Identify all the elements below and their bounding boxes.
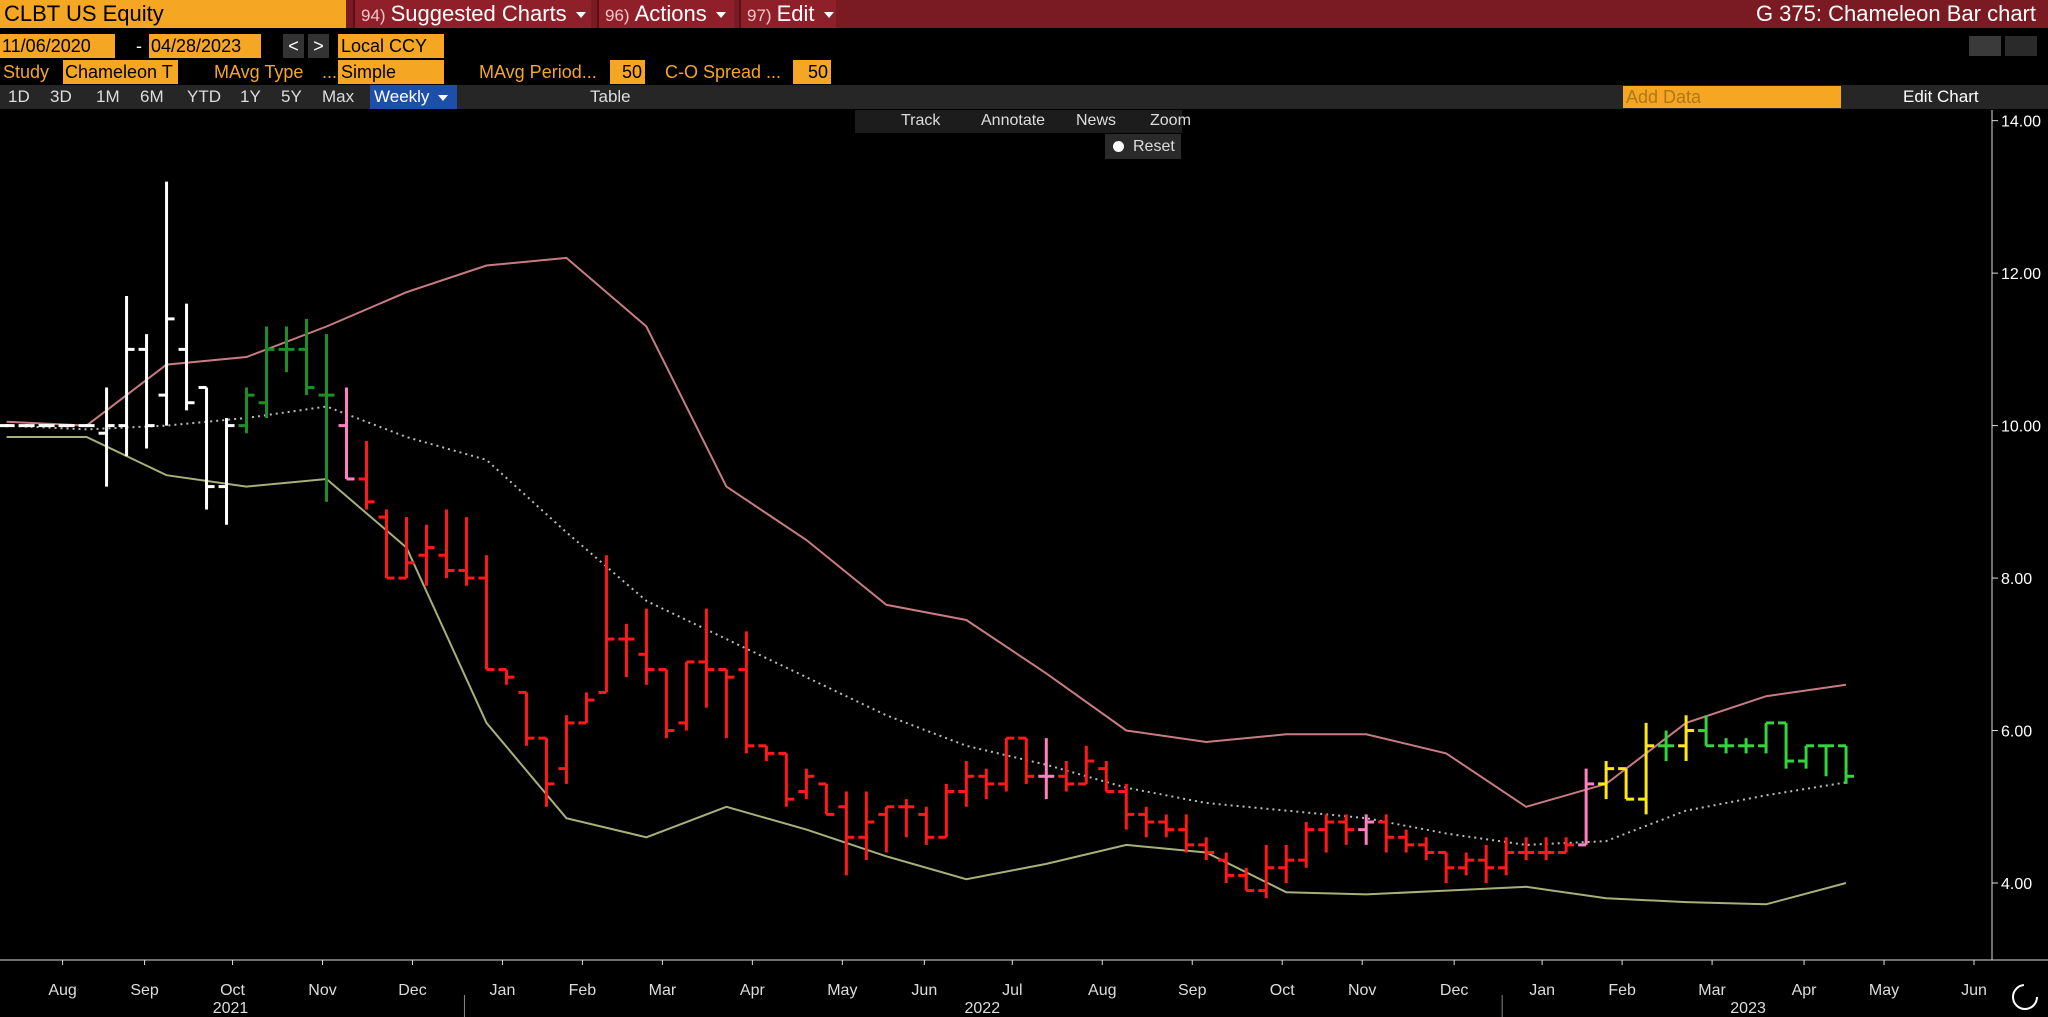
- reset-icon: [1113, 141, 1124, 152]
- frequency-button[interactable]: Weekly: [370, 85, 457, 109]
- menu-button[interactable]: 97) Edit: [739, 0, 836, 28]
- x-tick-label: Mar: [649, 982, 677, 999]
- study-label: Study: [3, 62, 50, 82]
- range-button[interactable]: 3D: [50, 87, 72, 106]
- menu-button[interactable]: 96) Actions: [597, 0, 734, 28]
- menu-label: Actions: [634, 1, 707, 26]
- menu-label: Edit: [776, 1, 815, 26]
- x-tick-label: Oct: [1270, 982, 1295, 999]
- refresh-icon: [2012, 984, 2038, 1010]
- mavg-type-label: MAvg Type: [214, 62, 304, 82]
- currency-field[interactable]: Local CCY: [338, 34, 444, 58]
- x-tick-label: Apr: [1792, 982, 1818, 999]
- mavg-type-more: ...: [322, 62, 338, 82]
- start-date[interactable]: 11/06/2020: [0, 34, 115, 58]
- x-tick-label: Dec: [1440, 982, 1468, 999]
- x-tick-label: Jun: [911, 982, 937, 999]
- menu-number: 97): [747, 6, 772, 25]
- band-line: [6, 405, 1847, 846]
- year-label: 2021: [213, 1000, 249, 1017]
- mavg-period-label: MAvg Period...: [479, 62, 597, 82]
- menu-label: Suggested Charts: [390, 1, 567, 26]
- y-tick-label: 12.00: [2001, 266, 2041, 283]
- mavg-period-field[interactable]: 50: [610, 60, 645, 84]
- range-button[interactable]: YTD: [187, 87, 221, 106]
- x-tick-label: Feb: [569, 982, 597, 999]
- range-button[interactable]: 6M: [140, 87, 164, 106]
- x-tick-label: May: [1869, 982, 1899, 999]
- x-tick-label: Jan: [1529, 982, 1555, 999]
- chart-tool[interactable]: News: [1076, 112, 1117, 129]
- y-tick-label: 10.00: [2001, 419, 2041, 436]
- x-tick-label: Sep: [130, 982, 159, 999]
- redo-button: [2005, 36, 2037, 56]
- spread-label: C-O Spread ...: [665, 62, 782, 82]
- y-tick-label: 4.00: [2001, 876, 2032, 893]
- x-tick-label: Feb: [1608, 982, 1636, 999]
- year-label: 2022: [965, 1000, 1001, 1017]
- chart-tool[interactable]: Annotate: [981, 112, 1046, 129]
- menu-number: 94): [361, 6, 386, 25]
- x-tick-label: May: [827, 982, 857, 999]
- ticker-field[interactable]: CLBT US Equity: [0, 0, 346, 28]
- range-button[interactable]: 1M: [96, 87, 120, 106]
- x-tick-label: Aug: [1088, 982, 1116, 999]
- chart-tools: [855, 110, 1182, 133]
- band-line: [6, 256, 1847, 808]
- band-line: [6, 436, 1847, 906]
- year-label: 2023: [1730, 1000, 1766, 1017]
- date-dash: -: [136, 36, 142, 56]
- x-tick-label: Nov: [308, 982, 336, 999]
- end-date[interactable]: 04/28/2023: [149, 34, 261, 58]
- study-field[interactable]: Chameleon T: [63, 60, 178, 84]
- x-tick-label: Jul: [1002, 982, 1022, 999]
- x-tick-label: Mar: [1698, 982, 1726, 999]
- chart-tool[interactable]: Track: [901, 112, 941, 129]
- x-tick-label: Apr: [740, 982, 766, 999]
- x-tick-label: Nov: [1348, 982, 1376, 999]
- next-button[interactable]: >: [308, 34, 329, 58]
- x-tick-label: Sep: [1178, 982, 1207, 999]
- spread-field[interactable]: 50: [793, 60, 831, 84]
- y-tick-label: 6.00: [2001, 724, 2032, 741]
- table-button[interactable]: Table: [590, 87, 631, 106]
- add-data-field[interactable]: Add Data: [1623, 86, 1841, 108]
- x-tick-label: Oct: [220, 982, 245, 999]
- menu-button[interactable]: 94) Suggested Charts: [353, 0, 591, 28]
- chart-tool[interactable]: Zoom: [1150, 112, 1191, 129]
- undo-button: [1969, 36, 2001, 56]
- range-button[interactable]: 1D: [8, 87, 30, 106]
- mavg-type-field[interactable]: Simple: [338, 60, 444, 84]
- range-button[interactable]: Max: [322, 87, 355, 106]
- prev-button[interactable]: <: [283, 34, 304, 58]
- window-title: G 375: Chameleon Bar chart: [1755, 1, 2036, 26]
- x-tick-label: Dec: [398, 982, 426, 999]
- y-tick-label: 14.00: [2001, 114, 2041, 131]
- x-tick-label: Jun: [1961, 982, 1987, 999]
- edit-chart-button[interactable]: Edit Chart: [1903, 87, 1979, 106]
- y-tick-label: 8.00: [2001, 571, 2032, 588]
- menu-number: 96): [605, 6, 630, 25]
- range-button[interactable]: 5Y: [281, 87, 302, 106]
- range-button[interactable]: 1Y: [240, 87, 261, 106]
- x-tick-label: Aug: [48, 982, 76, 999]
- frequency-label: Weekly: [374, 87, 430, 106]
- x-tick-label: Jan: [490, 982, 516, 999]
